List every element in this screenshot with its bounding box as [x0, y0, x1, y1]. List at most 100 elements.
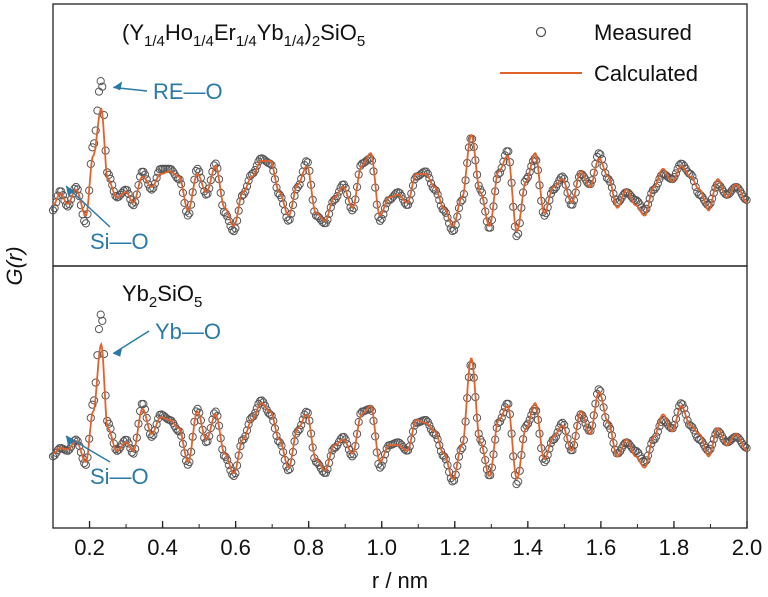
measured-point — [558, 172, 567, 181]
measured-point — [302, 157, 311, 166]
measured-point — [742, 195, 751, 205]
measured-point — [514, 477, 523, 486]
measured-point — [96, 310, 105, 319]
measured-point — [91, 378, 100, 387]
measured-point — [689, 426, 699, 435]
x-tick-label: 0.4 — [147, 535, 178, 560]
x-axis-label: r / nm — [372, 568, 428, 593]
measured-point — [91, 126, 100, 135]
measured-point — [81, 219, 91, 228]
measured-point — [504, 147, 513, 156]
annotation-label: Si—O — [90, 229, 149, 254]
measured-point — [333, 191, 342, 201]
bottom-panel-frame — [52, 265, 748, 529]
measured-point — [601, 169, 610, 178]
measured-point — [48, 206, 58, 215]
x-tick-label: 1.2 — [439, 535, 470, 560]
measured-point — [96, 77, 105, 86]
measured-point — [150, 179, 159, 188]
measured-point — [94, 325, 104, 334]
y-axis-label: G(r) — [2, 246, 27, 285]
annotation-arrow — [65, 185, 111, 228]
measured-point — [67, 195, 76, 204]
measured-point — [568, 446, 577, 455]
measured-point — [596, 150, 605, 159]
peak-annotations: RE—O Si—O Yb—O Si—O — [65, 79, 223, 489]
measured-point — [334, 187, 344, 196]
x-tick-label: 1.4 — [513, 535, 544, 560]
measured-point — [440, 206, 449, 215]
legend-measured-marker — [535, 26, 547, 38]
measured-point — [152, 420, 161, 429]
measured-point — [99, 350, 109, 359]
measured-point — [514, 229, 523, 238]
calculated-line — [52, 107, 748, 233]
measured-point — [343, 440, 352, 449]
measured-point — [397, 191, 406, 200]
measured-point — [530, 404, 539, 413]
measured-point — [98, 82, 107, 91]
annotation-label: Yb—O — [155, 319, 221, 344]
x-tick-label: 0.6 — [220, 535, 251, 560]
x-tick-label: 1.8 — [659, 535, 690, 560]
measured-point — [145, 184, 155, 193]
x-tick-label: 2.0 — [732, 535, 763, 560]
legend-measured-label: Measured — [594, 20, 692, 45]
measured-point — [497, 163, 506, 172]
measured-point — [553, 428, 562, 437]
measured-point — [260, 401, 270, 410]
measured-point — [241, 432, 250, 441]
x-axis-tick-labels: 0.2 0.4 0.6 0.8 1.0 1.2 1.4 1.6 1.8 2.0 — [74, 535, 762, 560]
measured-point — [244, 176, 253, 185]
x-tick-label: 0.2 — [74, 535, 105, 560]
measured-point — [80, 216, 89, 226]
measured-point — [90, 396, 99, 405]
measured-point — [721, 189, 730, 199]
measured-point — [283, 216, 293, 225]
measured-point — [450, 226, 459, 235]
measured-point — [425, 174, 434, 183]
measured-point — [265, 159, 275, 168]
annotation-arrowhead — [66, 186, 76, 196]
measured-point — [522, 175, 531, 184]
measured-point — [104, 170, 114, 179]
bottom-composition-label: Yb2SiO5 — [122, 281, 202, 311]
annotation-arrowhead — [113, 347, 123, 357]
measured-point — [98, 316, 107, 325]
measured-point — [88, 400, 97, 409]
x-tick-label: 1.6 — [586, 535, 617, 560]
measured-point — [139, 399, 148, 409]
bottom-calculated-series — [52, 341, 748, 481]
measured-point — [376, 216, 385, 225]
measured-point — [99, 111, 109, 120]
measured-point — [665, 174, 674, 183]
top-composition-label: (Y1/4Ho1/4Er1/4Yb1/4)2SiO5 — [122, 20, 365, 50]
measured-point — [426, 179, 436, 188]
measured-point — [497, 413, 506, 422]
annotation-arrowhead — [66, 436, 76, 446]
measured-point — [137, 399, 146, 409]
annotation-arrowhead — [113, 81, 123, 91]
legend-calculated-label: Calculated — [594, 61, 698, 86]
measured-point — [297, 420, 306, 430]
x-tick-label: 1.0 — [366, 535, 397, 560]
measured-point — [689, 177, 699, 186]
measured-point — [494, 170, 503, 179]
calculated-line — [52, 341, 748, 481]
measured-point — [512, 232, 521, 241]
annotation-label: Si—O — [90, 464, 149, 489]
x-tick-label: 0.8 — [293, 535, 324, 560]
measured-point — [183, 211, 192, 220]
measured-point — [124, 189, 133, 198]
measured-point — [425, 421, 434, 430]
measured-point — [418, 168, 427, 177]
x-axis-ticks — [52, 521, 748, 528]
measured-point — [448, 226, 457, 236]
measured-point — [104, 419, 114, 428]
measured-point — [344, 445, 353, 454]
measured-point — [90, 139, 99, 148]
measured-point — [376, 463, 385, 472]
measured-point — [512, 480, 521, 489]
measured-point — [242, 182, 252, 191]
